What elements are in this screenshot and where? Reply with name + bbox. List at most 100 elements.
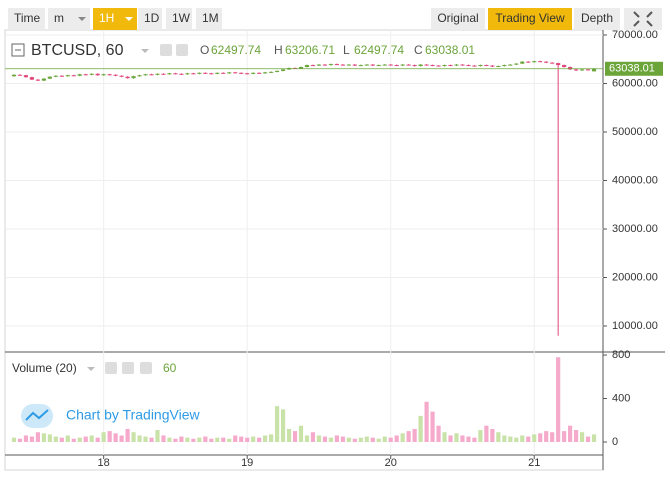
volume-bar bbox=[89, 435, 94, 442]
volume-bar bbox=[520, 435, 525, 442]
toolbar-button[interactable] bbox=[574, 8, 620, 30]
dropdown-caret[interactable] bbox=[87, 367, 95, 371]
candle-body bbox=[197, 72, 202, 74]
candle-body bbox=[406, 64, 411, 66]
volume-bar bbox=[29, 436, 35, 442]
volume-bar bbox=[466, 436, 471, 442]
volume-bar bbox=[227, 438, 232, 442]
toolbar-button[interactable] bbox=[488, 8, 572, 30]
candle-body bbox=[245, 73, 250, 75]
volume-bar bbox=[191, 438, 196, 442]
volume-tick-label: 800 bbox=[612, 349, 630, 361]
candle-body bbox=[388, 64, 393, 66]
volume-bar bbox=[484, 425, 489, 442]
candle-body bbox=[95, 73, 100, 76]
candle-body bbox=[251, 72, 256, 74]
volume-bar bbox=[298, 425, 304, 442]
volume-bar bbox=[406, 431, 411, 442]
close-icon[interactable] bbox=[140, 362, 152, 374]
toolbar-button[interactable] bbox=[431, 8, 485, 30]
volume-bar bbox=[454, 433, 459, 442]
volume-bar bbox=[460, 435, 465, 442]
volume-bar bbox=[436, 425, 441, 442]
candle-body bbox=[556, 63, 561, 66]
candle-body bbox=[514, 63, 519, 65]
volume-bar bbox=[41, 433, 46, 442]
candle-body bbox=[11, 74, 17, 77]
toolbar-label: Time bbox=[14, 11, 41, 25]
fullscreen-button[interactable] bbox=[624, 8, 662, 30]
candle-body bbox=[298, 67, 304, 69]
volume-bar bbox=[544, 431, 549, 442]
toolbar-button[interactable] bbox=[8, 8, 45, 30]
volume-bar bbox=[59, 437, 64, 442]
toolbar-button[interactable] bbox=[48, 8, 90, 30]
volume-bar bbox=[107, 431, 112, 442]
volume-bar bbox=[394, 435, 399, 442]
settings-icon[interactable] bbox=[176, 44, 188, 56]
watermark-text: Chart by TradingView bbox=[66, 407, 200, 423]
candle-body bbox=[418, 64, 423, 67]
candle-body bbox=[508, 64, 513, 66]
candle-body bbox=[340, 64, 345, 66]
candle-body bbox=[334, 64, 339, 66]
last-price-box bbox=[605, 61, 663, 76]
settings-icon[interactable] bbox=[160, 44, 172, 56]
candle-body bbox=[490, 65, 495, 67]
volume-bar bbox=[185, 437, 190, 442]
volume-bar bbox=[424, 401, 429, 442]
toolbar-button[interactable] bbox=[93, 8, 137, 30]
volume-bar bbox=[352, 438, 357, 442]
candle-body bbox=[83, 74, 88, 76]
volume-bar bbox=[119, 435, 124, 442]
candle-body bbox=[155, 73, 160, 75]
volume-bar bbox=[340, 436, 345, 442]
volume-bar bbox=[83, 436, 88, 442]
volume-bar bbox=[215, 437, 220, 442]
candle-body bbox=[352, 64, 357, 66]
candle-body bbox=[412, 65, 417, 67]
candle-body bbox=[107, 74, 112, 76]
candle-body bbox=[424, 64, 429, 66]
toolbar-button[interactable] bbox=[166, 8, 192, 30]
volume-bar bbox=[155, 430, 160, 442]
candle-body bbox=[280, 69, 286, 71]
candle-body bbox=[203, 72, 208, 74]
candle-body bbox=[579, 69, 585, 71]
volume-bar bbox=[197, 437, 202, 442]
candle-body bbox=[466, 65, 471, 67]
toolbar-button[interactable] bbox=[196, 8, 222, 30]
settings-icon[interactable] bbox=[105, 362, 117, 374]
volume-bar bbox=[376, 438, 381, 442]
fullscreen-icon bbox=[633, 11, 653, 27]
candle-body bbox=[179, 73, 184, 75]
volume-bar bbox=[442, 432, 447, 442]
toolbar-button[interactable] bbox=[138, 8, 162, 30]
volume-bar bbox=[448, 435, 453, 442]
candle-body bbox=[382, 64, 387, 66]
y-tick-label: 60000.00 bbox=[612, 77, 658, 89]
collapse-icon[interactable] bbox=[11, 43, 25, 57]
candle-body bbox=[35, 79, 40, 81]
volume-bar bbox=[161, 435, 166, 442]
volume-bar bbox=[47, 434, 52, 442]
dropdown-caret[interactable] bbox=[141, 49, 149, 53]
volume-bar bbox=[143, 436, 148, 442]
volume-bar bbox=[538, 433, 543, 442]
volume-bar bbox=[71, 438, 76, 442]
candle-body bbox=[460, 64, 465, 66]
volume-bar bbox=[322, 436, 328, 442]
volume-bar bbox=[502, 435, 507, 442]
volume-bar bbox=[221, 437, 226, 442]
candle-body bbox=[478, 65, 483, 67]
candle-body bbox=[89, 73, 94, 75]
volume-bar bbox=[310, 432, 316, 442]
volume-bar bbox=[496, 432, 501, 442]
candle-body bbox=[544, 61, 549, 63]
candle-body bbox=[161, 73, 166, 75]
y-tick-label: 20000.00 bbox=[612, 271, 658, 283]
ohlc-label: C bbox=[414, 43, 423, 57]
volume-bar bbox=[400, 433, 405, 442]
settings-icon[interactable] bbox=[122, 362, 134, 374]
ohlc-value: 63206.71 bbox=[285, 43, 335, 57]
